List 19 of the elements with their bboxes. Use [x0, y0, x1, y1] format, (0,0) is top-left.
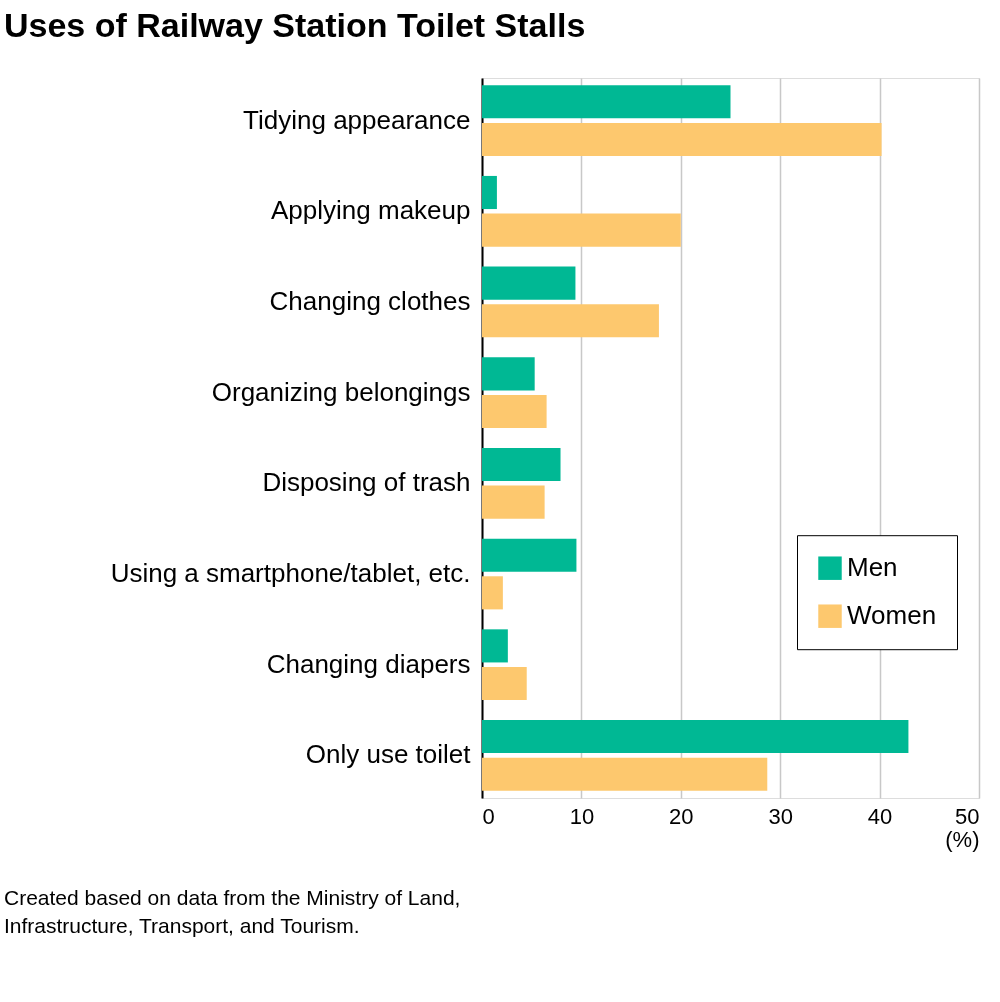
y-tick-label: Only use toilet — [305, 739, 472, 770]
y-tick-label: Applying makeup — [271, 195, 471, 226]
text: Created based on data from the Ministry of Land, Infrastructure, Transport, and Tourism. — [4, 886, 461, 937]
x-tick-label: 30 — [768, 803, 793, 829]
y-tick-label: Changing diapers — [266, 648, 471, 679]
chart-title: Uses of Railway Station Toilet Stalls — [4, 6, 586, 44]
x-tick-label: 20 — [669, 803, 694, 829]
y-tick-label: Organizing belongings — [211, 376, 471, 407]
legend-label: Women — [847, 600, 937, 631]
x-tick-label: 10 — [569, 803, 595, 829]
y-tick-label: Tidying appearance — [243, 104, 471, 135]
x-tick-label: 40 — [867, 803, 893, 829]
legend-label: Men — [847, 552, 898, 583]
y-tick-label: Changing clothes — [269, 285, 471, 316]
x-tick-label: 50 — [955, 803, 980, 829]
x-tick-label: 0 — [482, 803, 495, 829]
y-tick-label: Using a smartphone/tablet, etc. — [110, 558, 471, 589]
y-tick-label: Disposing of trash — [262, 467, 471, 498]
x-axis-title: (%) — [945, 826, 980, 852]
